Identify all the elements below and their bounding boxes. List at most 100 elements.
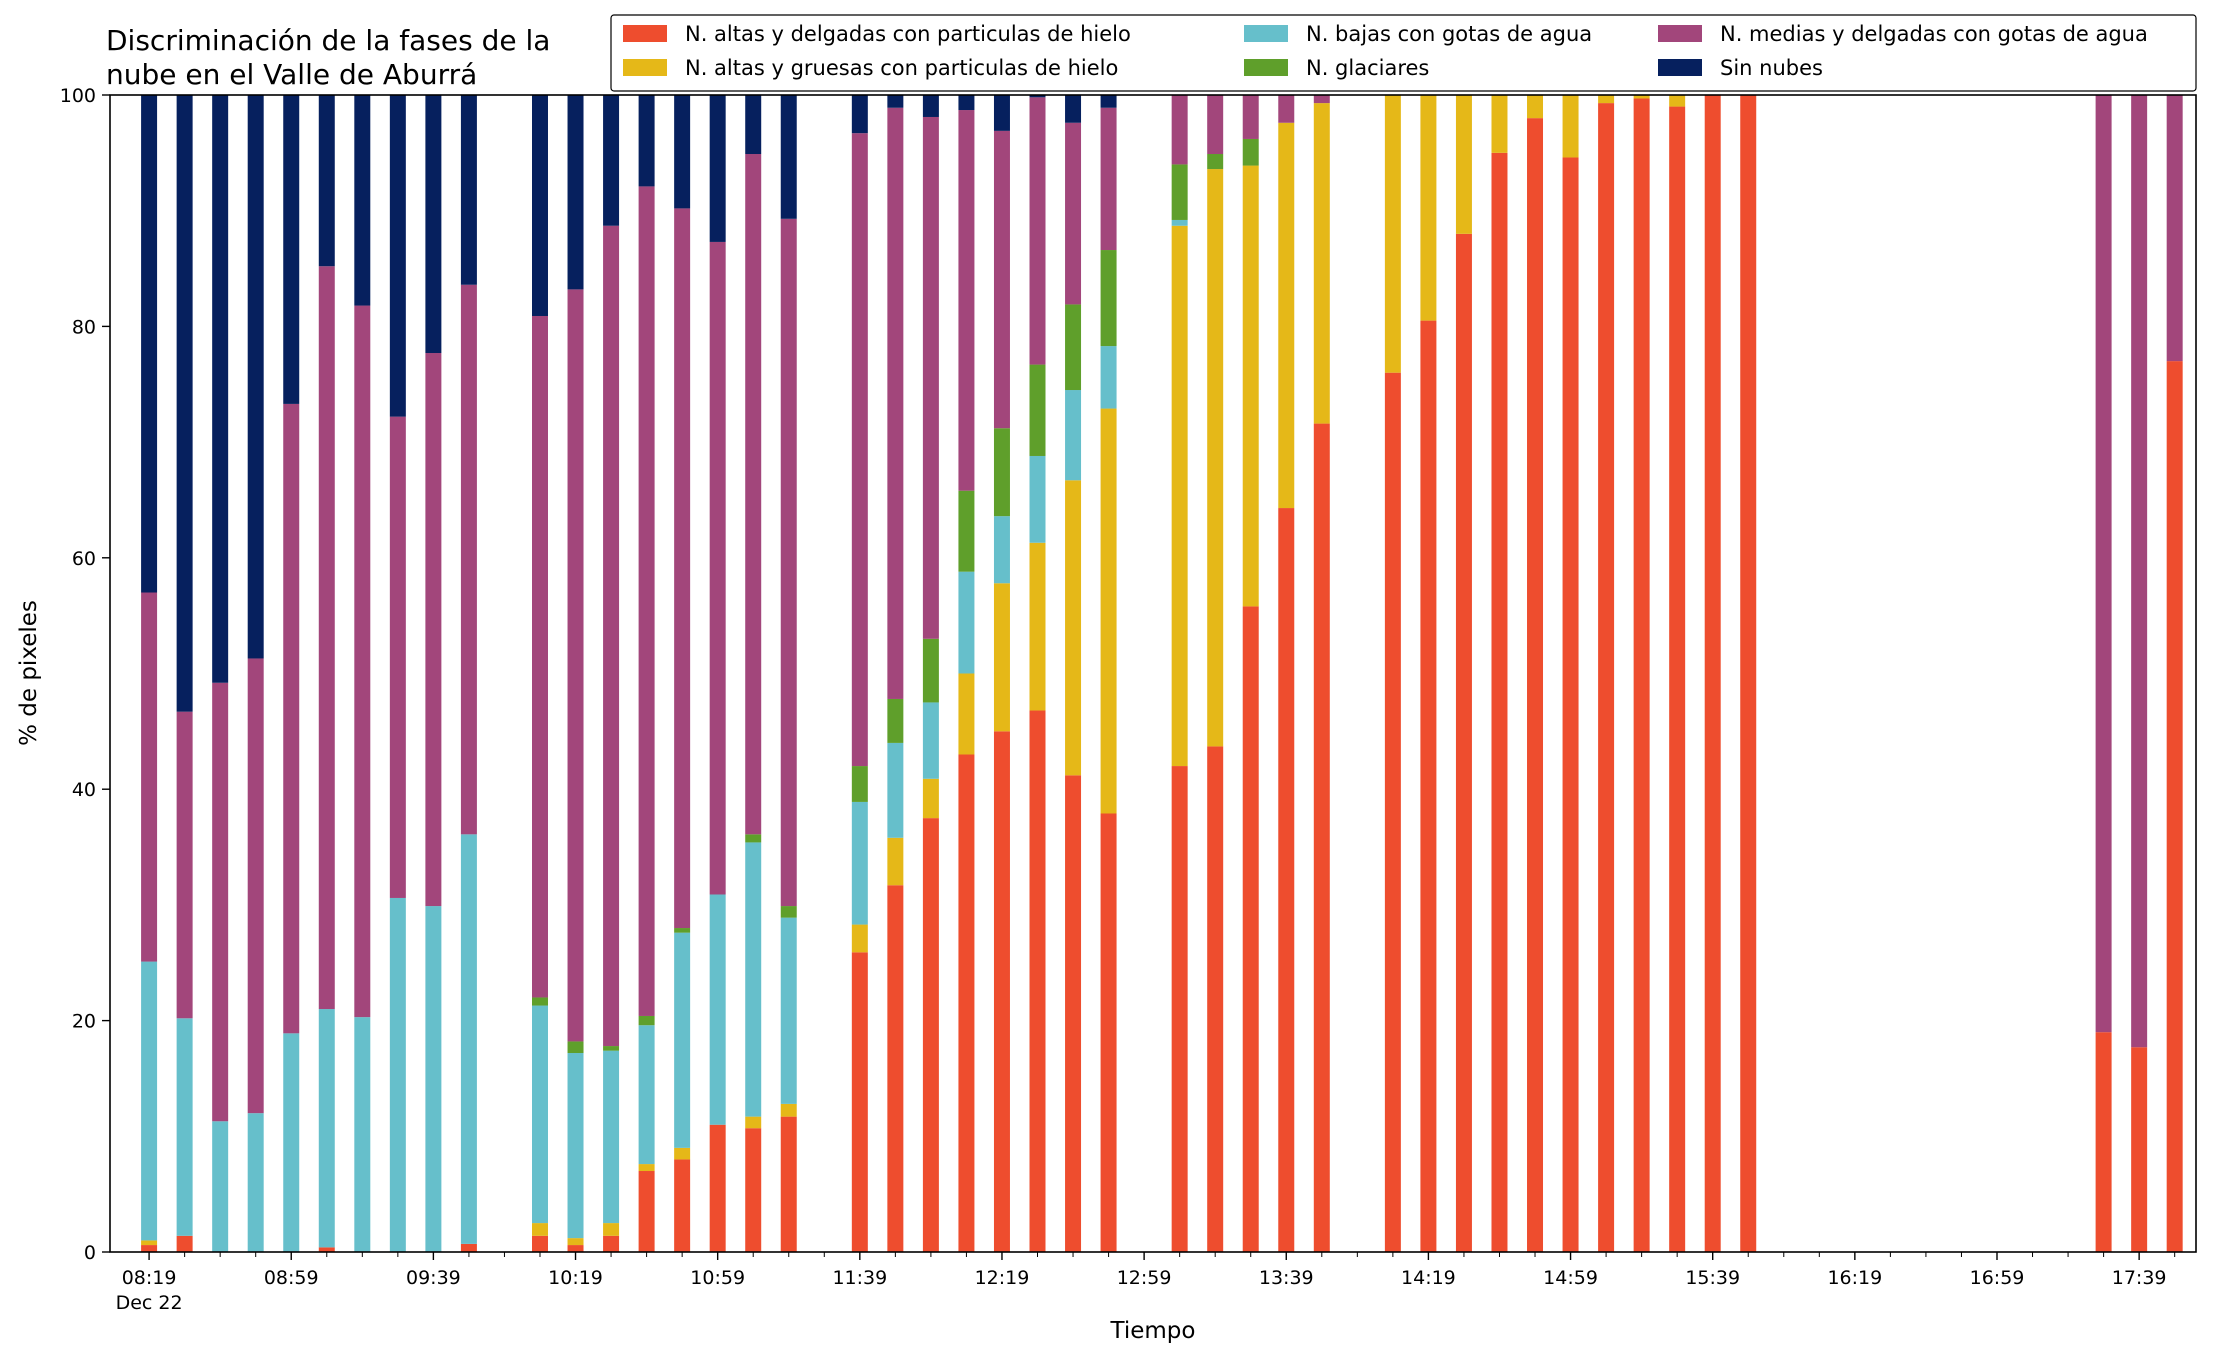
bar-segment-12-series-3 xyxy=(603,1046,620,1051)
bar-segment-0-series-1 xyxy=(141,1240,158,1246)
bars-layer xyxy=(141,95,2183,1253)
bar-segment-39-series-1 xyxy=(1669,95,1686,107)
bar-segment-26-series-3 xyxy=(1171,164,1188,220)
legend-swatch-3 xyxy=(1244,59,1288,76)
legend-swatch-0 xyxy=(623,25,667,42)
bar-segment-38-series-0 xyxy=(1633,98,1650,1253)
bar-segment-23-series-3 xyxy=(1029,364,1046,456)
legend-swatch-1 xyxy=(623,59,667,76)
bar-segment-19-series-2 xyxy=(887,742,904,838)
bar-segment-15-series-5 xyxy=(709,95,726,242)
bar-segment-6-series-2 xyxy=(354,1017,371,1252)
bar-segment-24-series-0 xyxy=(1065,775,1082,1252)
bar-segment-19-series-3 xyxy=(887,698,904,743)
bar-segment-9-series-4 xyxy=(460,284,477,835)
bar-segment-20-series-3 xyxy=(922,638,939,703)
bar-segment-26-series-0 xyxy=(1171,766,1188,1252)
bar-segment-21-series-3 xyxy=(958,490,975,572)
bar-segment-12-series-1 xyxy=(603,1223,620,1236)
bar-segment-34-series-0 xyxy=(1491,152,1508,1253)
bar-segment-20-series-1 xyxy=(922,778,939,819)
bar-segment-14-series-3 xyxy=(674,928,691,933)
bar-segment-24-series-5 xyxy=(1065,95,1082,123)
x-tick-label-8: 13:39 xyxy=(1259,1267,1314,1289)
bar-segment-21-series-2 xyxy=(958,571,975,674)
bar-segment-0-series-0 xyxy=(141,1245,158,1252)
legend-label-0: N. altas y delgadas con particulas de hi… xyxy=(685,22,1131,46)
bar-segment-22-series-2 xyxy=(993,516,1010,584)
bar-segment-19-series-5 xyxy=(887,95,904,108)
bar-segment-25-series-3 xyxy=(1100,250,1117,347)
bar-segment-44-series-0 xyxy=(2166,361,2183,1252)
bar-segment-22-series-0 xyxy=(993,731,1010,1252)
x-tick-label-12: 16:19 xyxy=(1827,1267,1882,1289)
x-tick-label-0: 08:19 xyxy=(122,1267,177,1289)
x-tick-label-11: 15:39 xyxy=(1685,1267,1740,1289)
bar-segment-0-series-4 xyxy=(141,592,158,962)
bar-segment-40-series-0 xyxy=(1704,95,1721,1252)
x-tick-label-10: 14:59 xyxy=(1543,1267,1598,1289)
bar-segment-23-series-1 xyxy=(1029,542,1046,711)
y-tick-label-5: 100 xyxy=(60,85,96,107)
bar-segment-13-series-3 xyxy=(638,1015,655,1026)
bar-segment-27-series-3 xyxy=(1207,154,1224,170)
legend-label-1: N. altas y gruesas con particulas de hie… xyxy=(685,56,1118,80)
bar-segment-7-series-4 xyxy=(389,416,406,898)
legend-swatch-2 xyxy=(1244,25,1288,42)
bar-segment-17-series-2 xyxy=(780,917,797,1104)
legend-box xyxy=(610,14,2197,92)
bar-segment-43-series-0 xyxy=(2131,1047,2148,1252)
bar-segment-13-series-0 xyxy=(638,1171,655,1252)
x-tick-label-5: 11:39 xyxy=(832,1267,887,1289)
bar-segment-10-series-1 xyxy=(532,1223,548,1236)
bar-segment-5-series-4 xyxy=(318,266,335,1010)
x-tick-label-3: 10:19 xyxy=(548,1267,603,1289)
bar-segment-14-series-5 xyxy=(674,95,691,209)
legend: N. altas y delgadas con particulas de hi… xyxy=(610,14,2197,92)
bar-segment-8-series-4 xyxy=(425,353,442,907)
bar-segment-2-series-4 xyxy=(212,682,229,1122)
legend-label-3: N. glaciares xyxy=(1306,56,1429,80)
y-tick-label-1: 20 xyxy=(72,1011,96,1033)
bar-segment-16-series-4 xyxy=(745,154,762,835)
bar-segment-31-series-0 xyxy=(1384,372,1401,1252)
bar-segment-16-series-0 xyxy=(745,1128,762,1252)
bar-segment-17-series-5 xyxy=(780,95,797,219)
bar-segment-11-series-5 xyxy=(567,95,584,290)
bar-segment-42-series-0 xyxy=(2095,1032,2112,1252)
bar-segment-41-series-0 xyxy=(1740,95,1757,1252)
bar-segment-24-series-2 xyxy=(1065,390,1082,481)
bar-segment-19-series-0 xyxy=(887,885,904,1252)
bar-segment-11-series-4 xyxy=(567,289,584,1042)
bar-segment-12-series-5 xyxy=(603,95,620,226)
x-tick-label-9: 14:19 xyxy=(1401,1267,1456,1289)
bar-segment-21-series-4 xyxy=(958,110,975,491)
bar-segment-5-series-0 xyxy=(318,1247,335,1252)
bar-segment-25-series-5 xyxy=(1100,95,1117,108)
bar-segment-11-series-0 xyxy=(567,1245,584,1252)
bar-segment-33-series-0 xyxy=(1455,233,1472,1253)
bar-segment-44-series-4 xyxy=(2166,95,2183,362)
bar-segment-10-series-0 xyxy=(532,1235,548,1252)
bar-segment-18-series-2 xyxy=(851,801,868,925)
y-axis-label: % de pixeles xyxy=(16,600,42,746)
bar-segment-27-series-0 xyxy=(1207,746,1224,1252)
bar-segment-4-series-4 xyxy=(283,403,300,1034)
x-tick-label-6: 12:19 xyxy=(975,1267,1030,1289)
bar-segment-6-series-4 xyxy=(354,305,371,1018)
bar-segment-6-series-5 xyxy=(354,95,371,306)
bar-segment-39-series-0 xyxy=(1669,106,1686,1253)
chart-title-line-1: Discriminación de la fases de la xyxy=(106,24,550,57)
bar-segment-13-series-2 xyxy=(638,1025,655,1165)
bar-segment-35-series-0 xyxy=(1527,118,1544,1252)
bar-segment-0-series-5 xyxy=(141,95,158,593)
x-tick-label-14: 17:39 xyxy=(2112,1267,2167,1289)
bar-segment-9-series-0 xyxy=(460,1243,477,1252)
bar-segment-12-series-4 xyxy=(603,225,620,1047)
bar-segment-21-series-5 xyxy=(958,95,975,111)
bar-segment-24-series-3 xyxy=(1065,304,1082,391)
bar-segment-14-series-2 xyxy=(674,932,691,1148)
y-tick-label-0: 0 xyxy=(84,1242,96,1264)
bar-segment-8-series-5 xyxy=(425,95,442,354)
bar-segment-18-series-5 xyxy=(851,95,868,134)
